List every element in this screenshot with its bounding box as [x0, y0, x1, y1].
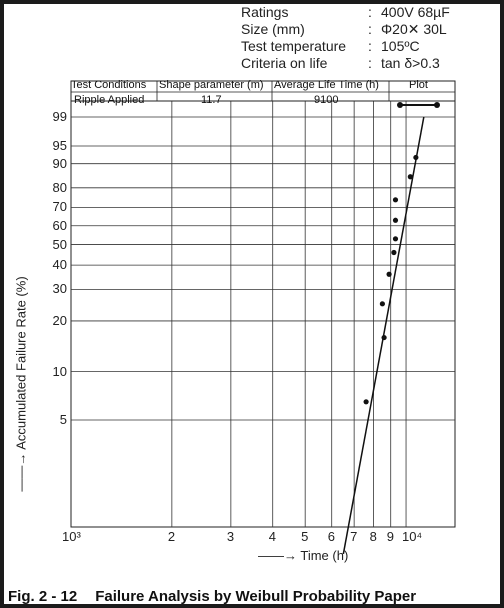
x-tick-label-4000: 4 — [268, 529, 276, 544]
y-tick-label-70: 70 — [52, 199, 67, 215]
legend-sample-point-left — [397, 102, 403, 108]
cell-life-value: 9100 — [314, 94, 339, 106]
y-tick-label-30: 30 — [52, 281, 67, 297]
y-tick-label-99: 99 — [52, 109, 67, 124]
data-point-1 — [363, 399, 369, 405]
x-axis-label: ——→ Time (h) — [258, 548, 349, 563]
data-point-10 — [413, 154, 419, 161]
data-layer — [342, 102, 440, 555]
spec-size-colon: : — [368, 21, 372, 37]
cell-shape-value: 11.7 — [201, 94, 222, 106]
plot-border — [70, 80, 456, 528]
spec-temperature-colon: : — [368, 38, 372, 54]
y-tick-label-95: 95 — [52, 137, 67, 153]
cell-ripple-applied: Ripple Applied — [74, 94, 145, 106]
figure-title: Failure Analysis by Weibull Probability … — [95, 588, 417, 605]
x-tick-label-5000: 5 — [301, 529, 309, 544]
x-tick-label-9000: 9 — [386, 529, 394, 544]
x-tick-label-1000: 10³ — [62, 529, 81, 544]
legend-sample-point-right — [434, 102, 440, 108]
weibull-plot — [70, 80, 456, 555]
data-point-6 — [392, 236, 399, 242]
y-tick-label-50: 50 — [52, 236, 67, 252]
data-point-7 — [392, 217, 399, 223]
spec-ratings-colon: : — [368, 4, 372, 20]
spec-temperature-label: Test temperature — [241, 38, 347, 54]
data-point-3 — [379, 301, 385, 307]
data-point-2 — [381, 334, 387, 341]
data-point-4 — [386, 271, 392, 277]
y-tick-label-90: 90 — [52, 155, 67, 171]
x-tick-label-6000: 6 — [327, 529, 335, 544]
figure-number: Fig. 2 - 12 — [8, 588, 78, 605]
y-tick-label-5: 5 — [59, 412, 67, 427]
grid-layer — [70, 80, 456, 528]
header-table-lines — [71, 81, 455, 102]
spec-ratings-label: Ratings — [241, 4, 289, 20]
data-point-8 — [392, 197, 399, 203]
spec-temperature-value: 105ºC — [381, 38, 420, 54]
x-tick-label-3000: 3 — [226, 529, 235, 544]
y-tick-label-20: 20 — [52, 312, 67, 328]
x-tick-label-10000: 10⁴ — [402, 529, 423, 544]
y-axis-label: ——→ Accumulated Failure Rate (%) — [13, 276, 29, 492]
y-tick-label-40: 40 — [52, 257, 67, 273]
spec-ratings-value: 400V 68µF — [381, 4, 450, 20]
spec-size-value: Φ20✕ 30L — [381, 21, 447, 37]
header-plot: Plot — [409, 79, 428, 91]
chart-frame: Ratings : 400V 68µF Size (mm) : Φ20✕ 30L… — [4, 4, 500, 605]
y-tick-label-60: 60 — [52, 217, 67, 233]
data-point-9 — [407, 174, 413, 180]
spec-size-label: Size (mm) — [241, 21, 305, 37]
header-average-life: Average Life Time (h) — [274, 79, 379, 91]
y-tick-label-80: 80 — [52, 179, 67, 195]
header-shape-parameter: Shape parameter (m) — [159, 79, 264, 91]
x-tick-label-8000: 8 — [369, 529, 377, 544]
y-tick-label-10: 10 — [52, 363, 67, 379]
spec-criteria-value: tan δ>0.3 — [381, 55, 440, 71]
spec-criteria-colon: : — [368, 55, 372, 71]
x-tick-label-7000: 7 — [350, 529, 358, 544]
figure-caption: Fig. 2 - 12 Failure Analysis by Weibull P… — [8, 588, 416, 605]
header-test-conditions: Test Conditions — [71, 79, 147, 91]
spec-criteria-label: Criteria on life — [241, 55, 328, 71]
x-tick-label-2000: 2 — [167, 529, 176, 544]
data-point-5 — [391, 249, 397, 256]
